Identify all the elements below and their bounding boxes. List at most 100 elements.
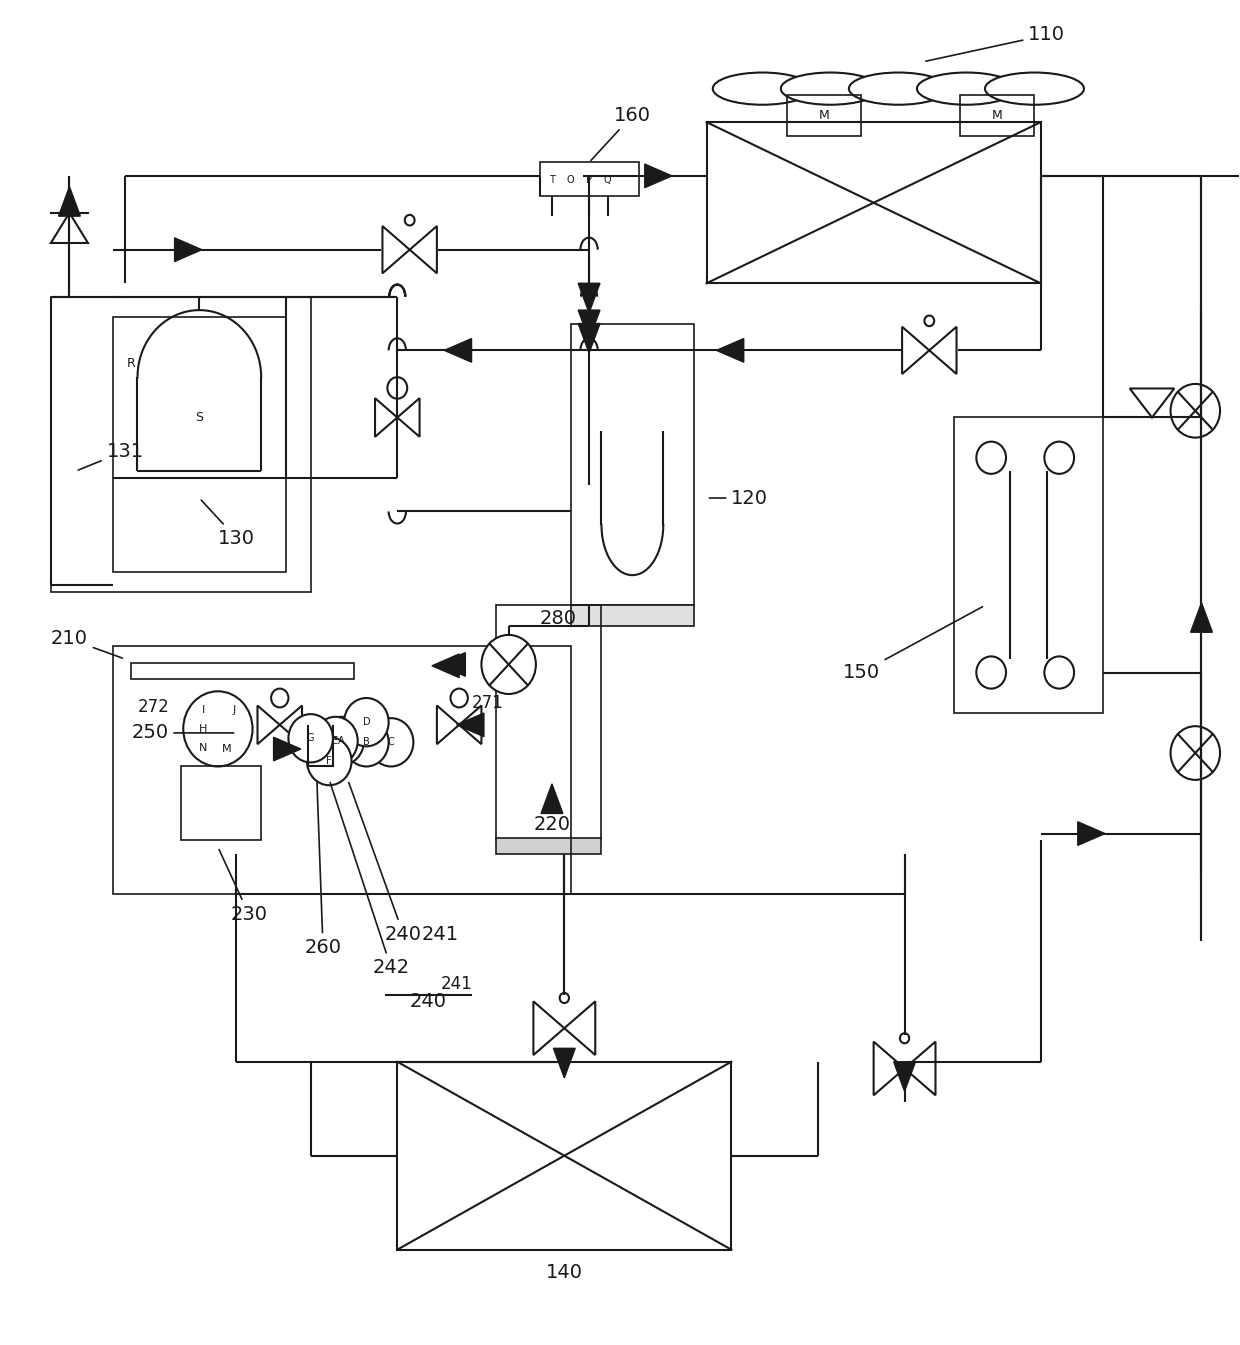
Circle shape [900,1033,909,1044]
Text: 130: 130 [201,500,255,547]
Text: 150: 150 [843,607,982,682]
Circle shape [450,689,467,707]
Text: M: M [992,109,1003,122]
Polygon shape [541,784,563,814]
Circle shape [481,635,536,694]
Text: 260: 260 [305,783,341,958]
Text: 120: 120 [709,488,769,507]
Bar [113,317,286,572]
Polygon shape [564,1001,595,1054]
Text: 230: 230 [219,850,268,924]
Text: 240: 240 [409,991,446,1011]
Text: R: R [126,358,135,370]
Circle shape [404,215,414,226]
Polygon shape [1130,389,1174,417]
Circle shape [976,656,1006,689]
Bar [181,767,262,841]
Text: Q: Q [604,175,611,184]
Polygon shape [51,213,88,243]
Ellipse shape [985,73,1084,105]
Circle shape [1044,441,1074,473]
Polygon shape [578,311,600,340]
Polygon shape [459,706,481,744]
Text: M: M [222,744,232,755]
Text: G: G [308,733,315,744]
Polygon shape [553,1048,575,1077]
Bar [496,605,601,841]
Circle shape [308,737,351,785]
Bar [131,663,353,679]
Text: 241: 241 [422,925,459,944]
Circle shape [976,441,1006,473]
Bar [113,646,570,894]
Bar [539,163,639,196]
Circle shape [1171,726,1220,780]
Circle shape [455,697,464,705]
Text: 242: 242 [330,783,409,978]
Text: E: E [332,736,339,746]
Text: M: M [818,109,830,122]
Circle shape [1171,383,1220,437]
Polygon shape [409,226,436,273]
Polygon shape [444,339,471,362]
Ellipse shape [713,73,812,105]
Text: P: P [587,175,591,184]
Polygon shape [578,324,600,352]
Ellipse shape [849,73,947,105]
Text: H: H [198,724,207,734]
Circle shape [1044,656,1074,689]
Bar [787,95,862,136]
Polygon shape [456,713,484,737]
Circle shape [559,993,569,1003]
Polygon shape [382,226,409,273]
Text: 131: 131 [78,441,144,471]
Polygon shape [397,398,419,437]
Circle shape [289,714,334,763]
Text: 160: 160 [591,106,651,160]
Text: 240: 240 [348,783,422,944]
Text: 280: 280 [539,609,577,628]
Text: 272: 272 [138,698,169,717]
Circle shape [275,697,284,705]
Circle shape [320,717,363,765]
Polygon shape [901,327,929,374]
Text: S: S [196,412,203,424]
Circle shape [314,717,357,765]
Text: 210: 210 [51,629,123,658]
Polygon shape [438,652,465,677]
Polygon shape [1078,822,1105,846]
Polygon shape [280,706,303,744]
Bar [570,605,694,625]
Bar [954,417,1102,713]
Bar [707,122,1040,284]
Polygon shape [1190,603,1213,632]
Text: T: T [549,175,554,184]
Polygon shape [258,706,280,744]
Text: A: A [339,736,345,746]
Polygon shape [717,339,744,362]
Bar [570,324,694,605]
Text: J: J [232,705,236,716]
Circle shape [368,718,413,767]
Circle shape [343,698,388,746]
Bar [960,95,1034,136]
Text: C: C [388,737,394,748]
Text: 110: 110 [926,26,1065,62]
Circle shape [387,377,407,398]
Text: 241: 241 [440,975,472,993]
Text: O: O [567,175,574,184]
Text: N: N [198,742,207,753]
Polygon shape [175,238,202,261]
Polygon shape [578,284,600,313]
Polygon shape [274,737,301,761]
Circle shape [393,389,402,398]
Circle shape [924,316,934,325]
Text: 271: 271 [471,694,503,713]
Polygon shape [645,164,672,188]
Ellipse shape [781,73,880,105]
Polygon shape [58,187,81,217]
Polygon shape [374,398,397,437]
Text: B: B [363,737,370,748]
Text: I: I [201,705,205,716]
Polygon shape [894,1061,915,1091]
